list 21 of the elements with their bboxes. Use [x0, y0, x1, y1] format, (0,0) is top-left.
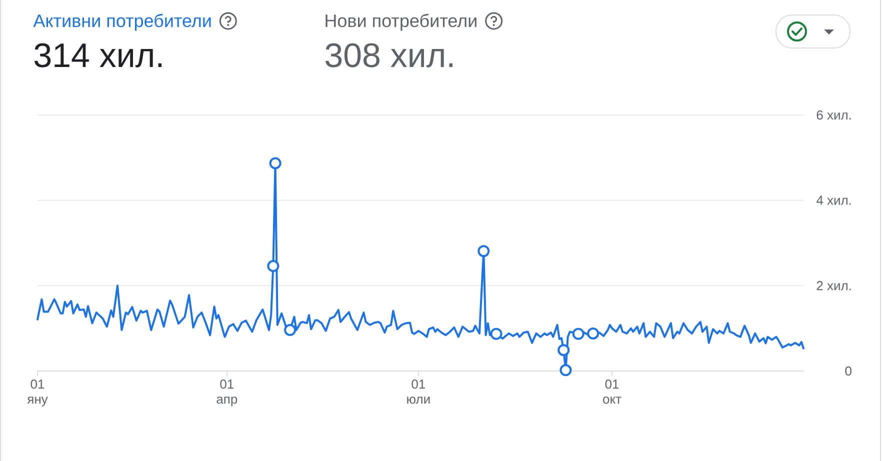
- y-tick-label: 4 хил.: [816, 196, 851, 205]
- y-tick-label: 0: [845, 366, 852, 376]
- text: 314 хил.: [34, 43, 162, 68]
- point: [560, 364, 572, 376]
- x-tick-label: 01 окт: [603, 380, 622, 404]
- point: [490, 328, 502, 340]
- point: [478, 245, 490, 258]
- x-tick-label: 01 яну: [27, 380, 48, 406]
- text: 308 хил.: [326, 43, 452, 68]
- point: [558, 344, 570, 356]
- point: [284, 324, 296, 336]
- x-tick-label: 01 юли: [407, 380, 430, 404]
- text: Активни потребители: [33, 14, 211, 31]
- y-tick-label: 6 хил.: [816, 110, 851, 120]
- y-tick-label: 2 хил.: [816, 281, 851, 290]
- point: [267, 260, 280, 272]
- point: [587, 327, 600, 340]
- text: Нови потребители: [326, 14, 476, 31]
- point: [572, 328, 584, 340]
- x-tick-label: 01 апр: [216, 380, 238, 406]
- point: [269, 157, 282, 170]
